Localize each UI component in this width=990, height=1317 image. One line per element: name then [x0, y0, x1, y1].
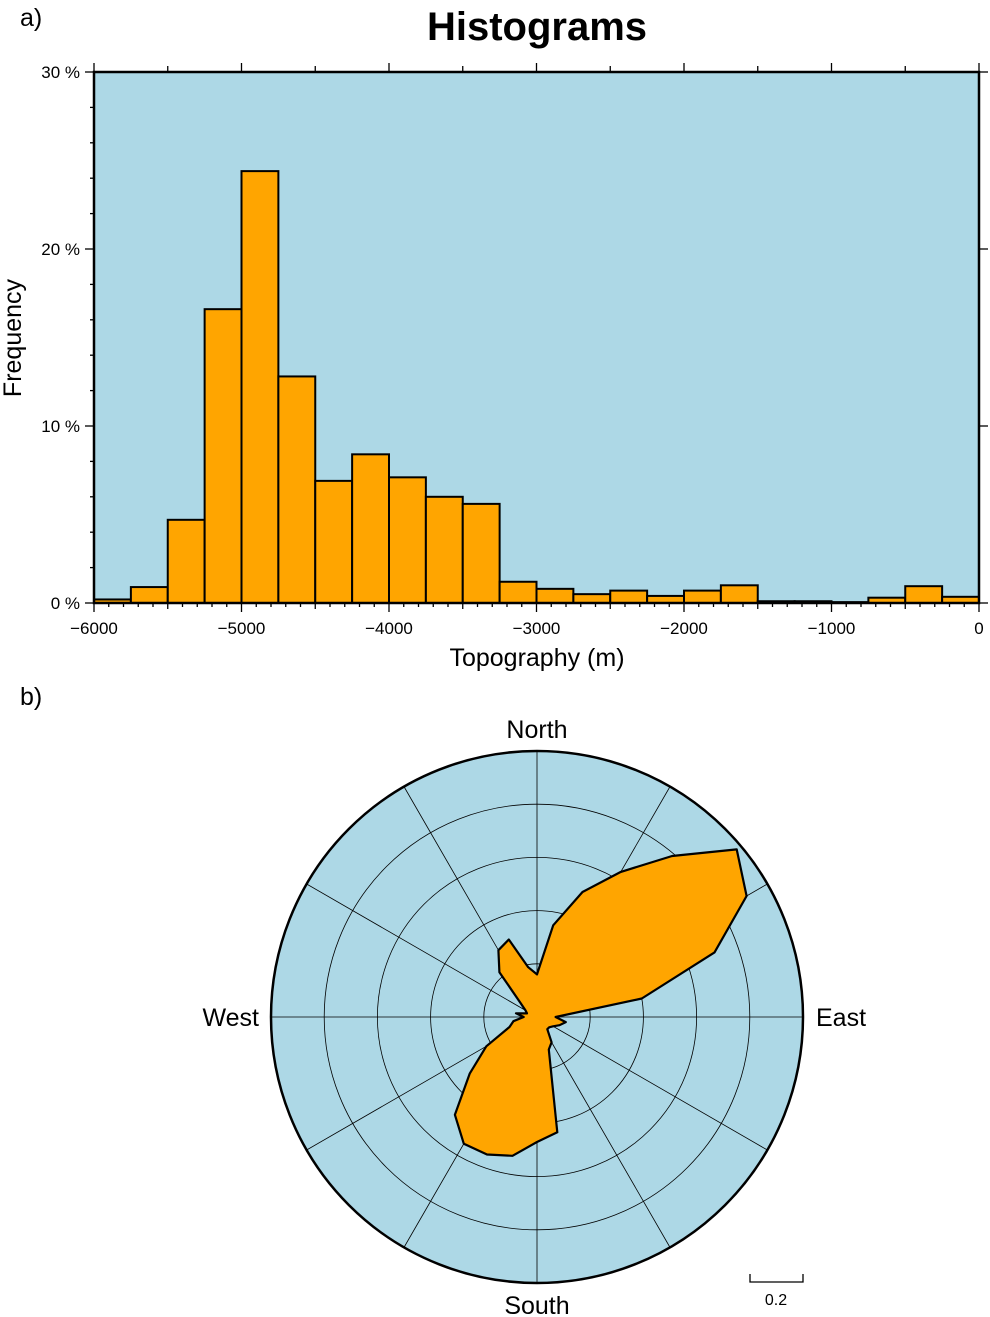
- histogram-bar: [203, 308, 243, 604]
- histogram-bar: [424, 495, 464, 604]
- histogram-bars: [93, 170, 980, 605]
- x-tick-label: −4000: [365, 619, 413, 638]
- rose-spoke: [306, 883, 538, 1018]
- rose-frame: [269, 749, 805, 1285]
- label-north: North: [506, 716, 567, 744]
- panel-b-label: b): [20, 683, 42, 711]
- histogram-bar: [277, 375, 317, 604]
- y-axis-label: Frequency: [0, 278, 27, 397]
- histogram-frame: [92, 70, 981, 605]
- rose-spoke: [536, 1016, 768, 1151]
- histogram-bar: [609, 589, 649, 604]
- histogram-bar: [572, 593, 612, 605]
- y-tick-label: 10 %: [41, 417, 80, 436]
- x-tick-labels: −6000 −5000 −4000 −3000 −2000 −1000 0: [70, 619, 984, 638]
- x-tick-label: 0: [974, 619, 983, 638]
- histogram-bar: [314, 479, 354, 604]
- x-tick-label: −1000: [808, 619, 856, 638]
- y-tick-label: 0 %: [51, 594, 80, 613]
- x-tick-label: −5000: [218, 619, 266, 638]
- histogram-bar: [683, 589, 722, 604]
- y-tick-label: 20 %: [41, 240, 80, 259]
- y-tick-label: 30 %: [41, 63, 80, 82]
- panel-a-label: a): [20, 4, 42, 32]
- x-axis-label: Topography (m): [449, 644, 624, 672]
- histogram-bar: [535, 587, 575, 605]
- scale-bar: [749, 1274, 804, 1283]
- histogram-bar: [240, 170, 280, 604]
- histogram-bar: [129, 586, 169, 605]
- rose-spoke: [536, 1016, 671, 1248]
- x-tick-label: −6000: [70, 619, 118, 638]
- histogram-bar: [498, 580, 538, 605]
- label-east: East: [816, 1004, 866, 1032]
- histogram-title: Histograms: [427, 5, 647, 49]
- x-tick-label: −3000: [513, 619, 561, 638]
- histogram-bar: [904, 585, 944, 604]
- histogram-bar: [719, 584, 759, 604]
- rose-diagram-shape: [453, 848, 748, 1157]
- label-west: West: [203, 1004, 260, 1032]
- histogram-bar: [461, 502, 501, 605]
- scale-bar-label: 0.2: [765, 1292, 787, 1309]
- x-tick-label: −2000: [660, 619, 708, 638]
- label-south: South: [504, 1292, 569, 1317]
- histogram-bar: [388, 476, 427, 604]
- y-tick-labels: 0 % 10 % 20 % 30 %: [41, 63, 80, 613]
- histogram-bar: [166, 518, 206, 604]
- histogram-bar: [351, 453, 390, 604]
